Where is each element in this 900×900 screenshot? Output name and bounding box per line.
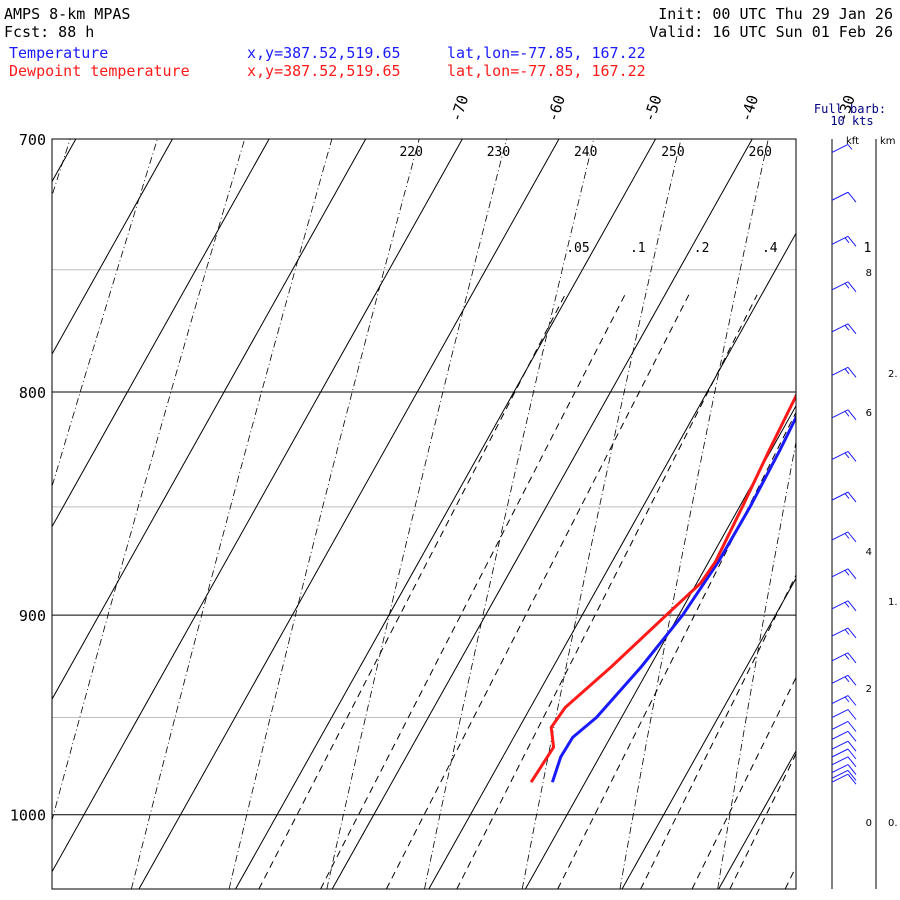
dry-adiabat — [228, 139, 420, 889]
wind-barb — [831, 235, 857, 247]
wind-barb — [831, 652, 857, 664]
dry-adiabat — [52, 139, 158, 488]
wind-barb — [831, 773, 857, 785]
temperature-legend: Temperature — [9, 44, 108, 62]
wind-barb — [831, 366, 857, 378]
pressure-label: 700 — [19, 131, 46, 149]
wind-barb — [831, 730, 857, 742]
plot-frame — [51, 138, 797, 890]
mixing-ratio-line — [729, 752, 796, 889]
wind-barb — [831, 450, 857, 462]
mixing-ratio-line — [258, 294, 566, 889]
temperature-latlon: lat,lon=-77.85, 167.22 — [447, 44, 646, 62]
isotherm-label: -40 — [737, 93, 762, 124]
mixing-ratio-line — [557, 411, 796, 889]
temperature-xy: x,y=387.52,519.65 — [247, 44, 401, 62]
forecast-hour: Fcst: 88 h — [4, 23, 94, 41]
mixing-ratio-line — [320, 294, 626, 889]
isotherm — [525, 404, 796, 889]
kft-tick: 0 — [866, 818, 872, 829]
valid-time: Valid: 16 UTC Sun 01 Feb 26 — [649, 23, 893, 41]
wind-barb — [831, 191, 857, 203]
isotherm-label: -50 — [640, 93, 665, 124]
mixing-ratio-label: .1 — [630, 241, 646, 256]
wind-barb — [831, 748, 857, 760]
wind-barb — [831, 674, 857, 686]
wind-barb — [831, 721, 857, 732]
mixing-ratio-label: .05 — [566, 241, 589, 256]
kft-tick: 6 — [866, 408, 872, 419]
wind-barb — [831, 281, 857, 293]
isotherm — [621, 577, 796, 889]
theta-label: 220 — [399, 145, 422, 160]
dry-adiabat — [815, 139, 900, 889]
temperature-profile — [550, 414, 796, 783]
dry-adiabat — [131, 139, 333, 889]
isotherm — [52, 139, 270, 528]
theta-label: 260 — [749, 145, 772, 160]
dry-adiabat — [521, 139, 682, 889]
dewpoint-xy: x,y=387.52,519.65 — [247, 62, 401, 80]
theta-label: 250 — [661, 145, 684, 160]
isotherm — [52, 139, 77, 183]
km-tick: 1. — [888, 597, 898, 608]
dewpoint-legend: Dewpoint temperature — [9, 62, 190, 80]
isotherm — [428, 232, 796, 889]
isotherm — [331, 139, 753, 889]
isotherm — [235, 139, 657, 889]
pressure-label: 900 — [19, 607, 46, 625]
isotherm — [52, 139, 367, 701]
wind-barb — [831, 144, 853, 153]
dewpoint-profile — [529, 392, 796, 784]
wind-barb — [831, 491, 857, 503]
mixing-ratio-line — [691, 676, 796, 889]
wind-barb — [831, 756, 857, 768]
dewpoint-latlon: lat,lon=-77.85, 167.22 — [447, 62, 646, 80]
kft-tick: 8 — [866, 268, 872, 279]
isotherm — [138, 139, 560, 889]
wind-barb — [831, 695, 857, 706]
wind-barb — [831, 627, 857, 639]
dry-adiabat — [326, 139, 507, 889]
mixing-ratio-line — [640, 573, 796, 889]
wind-barb — [831, 769, 857, 781]
pressure-label: 1000 — [10, 807, 46, 825]
kft-tick: 4 — [866, 547, 872, 558]
mixing-ratio-line — [385, 294, 690, 889]
pressure-label: 800 — [19, 384, 46, 402]
isotherm — [718, 749, 796, 889]
model-title: AMPS 8-km MPAS — [4, 5, 130, 23]
mixing-ratio-line — [456, 294, 758, 889]
km-tick: 0. — [888, 818, 898, 829]
kft-label: kft — [846, 136, 859, 147]
barb-note-speed: 10 kts — [830, 114, 873, 128]
isotherm-label: -60 — [543, 93, 568, 124]
dry-adiabat — [52, 139, 246, 822]
wind-barb — [831, 568, 857, 580]
barb-note: Full barb: — [814, 102, 886, 116]
theta-label: 230 — [487, 145, 510, 160]
wind-barb — [831, 323, 857, 335]
wind-barb — [831, 409, 857, 421]
isotherm — [815, 139, 900, 889]
init-time: Init: 00 UTC Thu 29 Jan 26 — [658, 5, 893, 23]
wind-barb — [831, 709, 857, 720]
wind-barb — [831, 531, 857, 543]
mixing-ratio-line — [784, 865, 796, 889]
isotherm — [52, 139, 173, 356]
isotherm-label: -70 — [447, 93, 472, 124]
mixing-ratio-label: .2 — [694, 241, 710, 256]
km-label: km — [880, 136, 896, 147]
wind-barb — [831, 600, 857, 612]
kft-tick: 2 — [866, 684, 872, 695]
dry-adiabat — [424, 139, 595, 889]
mixing-ratio-label: .4 — [762, 241, 778, 256]
isotherm — [52, 139, 463, 873]
dry-adiabat — [52, 139, 71, 197]
wind-barb — [831, 740, 857, 752]
wind-barb — [831, 764, 857, 775]
theta-label: 240 — [574, 145, 597, 160]
mixing-ratio-label: 1 — [863, 241, 871, 256]
km-tick: 2. — [888, 369, 898, 380]
